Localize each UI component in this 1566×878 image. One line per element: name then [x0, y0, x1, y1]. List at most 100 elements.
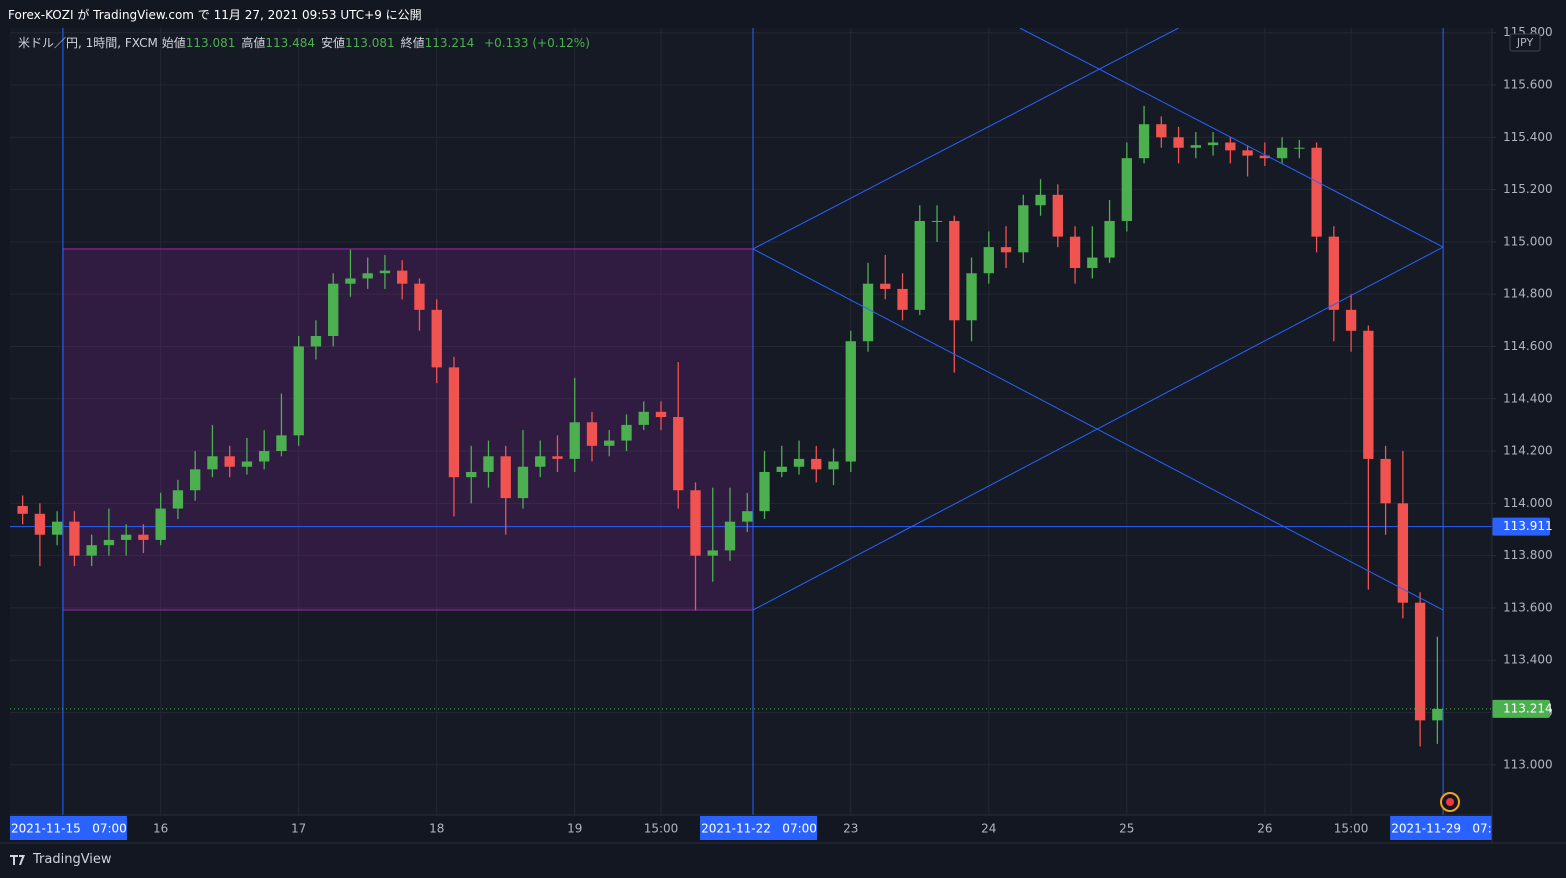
- candle-body: [1173, 137, 1184, 148]
- x-tick-label: 17: [291, 822, 306, 836]
- candle-body: [431, 309, 442, 368]
- candle-body: [1294, 147, 1305, 149]
- ohlc-value: 113.484: [265, 36, 315, 50]
- ohlc-value: 113.214: [424, 36, 475, 50]
- candle-body: [379, 270, 391, 274]
- x-tick-label: 2021-11-15 07:00: [11, 822, 127, 836]
- y-tick-label: 115.200: [1503, 182, 1553, 196]
- candle-body: [1052, 194, 1063, 237]
- x-tick-highlight: [1390, 816, 1492, 840]
- candle-body: [172, 490, 184, 509]
- x-tick-highlight: [10, 816, 127, 840]
- candle-body: [1259, 155, 1271, 159]
- currency-box: [1509, 33, 1541, 52]
- y-tick-label: 114.000: [1503, 496, 1553, 510]
- candle-body: [500, 456, 511, 499]
- candle-body: [138, 534, 149, 540]
- hline-price-label: 113.911: [1503, 519, 1553, 533]
- candle-body: [293, 346, 304, 436]
- candle-body: [776, 466, 787, 472]
- x-tick-label: 2021-11-29 07:00: [1391, 822, 1507, 836]
- ohlc-values: 始値113.081 高値113.484 安値113.081 終値113.214: [162, 36, 481, 50]
- ohlc-label: 高値: [241, 36, 266, 50]
- candle-body: [1345, 309, 1357, 331]
- y-tick-label: 115.400: [1503, 130, 1553, 144]
- candle-body: [448, 367, 460, 478]
- ohlc-label: 終値: [400, 36, 425, 50]
- candle-body: [1138, 124, 1150, 159]
- x-tick-label: 15:00: [644, 822, 679, 836]
- symbol: 米ドル／円, 1時間, FXCM: [18, 36, 158, 50]
- candle-body: [1225, 142, 1236, 151]
- candle-body: [1104, 220, 1115, 258]
- candle-body: [414, 283, 425, 310]
- candle-body: [724, 521, 736, 551]
- candle-body: [828, 461, 839, 470]
- price-change: +0.133 (+0.12%): [484, 36, 590, 50]
- candle-body: [1397, 503, 1409, 603]
- candle-body: [51, 521, 63, 535]
- candle-body: [862, 283, 874, 342]
- x-tick-label: 15:00: [1334, 822, 1369, 836]
- candle-body: [276, 435, 287, 452]
- x-tick-label: 24: [981, 822, 996, 836]
- candle-body: [120, 534, 132, 540]
- candle-body: [931, 220, 943, 222]
- candle-body: [17, 505, 28, 514]
- x-tick-label: 18: [429, 822, 444, 836]
- y-tick-label: 114.600: [1503, 339, 1553, 353]
- candle-body: [983, 247, 994, 274]
- x-tick-label: 2021-11-22 07:00: [701, 822, 817, 836]
- currency-label: JPY: [1516, 36, 1534, 49]
- candle-body: [69, 521, 80, 556]
- ohlc-value: 113.081: [185, 36, 236, 50]
- ohlc-label: 安値: [321, 36, 346, 50]
- candle-body: [793, 458, 805, 467]
- candle-body: [604, 440, 615, 446]
- header-title: Forex-KOZI が TradingView.com で 11月 27, 2…: [8, 8, 422, 22]
- candle-body: [673, 417, 684, 491]
- candle-body: [517, 466, 529, 499]
- y-tick-label: 113.800: [1503, 548, 1553, 562]
- candle-body: [569, 422, 580, 459]
- candle-body: [155, 508, 166, 540]
- candle-body: [241, 461, 253, 467]
- trend-line: [752, 246, 1444, 611]
- candle-body: [259, 451, 270, 462]
- last-price-box: [1492, 699, 1550, 718]
- candle-body: [1121, 158, 1132, 221]
- candle-body: [880, 283, 891, 289]
- candle-body: [552, 456, 563, 459]
- footer-brand: TradingView: [33, 852, 112, 867]
- candle-body: [1190, 145, 1202, 148]
- candle-body: [638, 411, 649, 425]
- candle-body: [1432, 708, 1443, 721]
- candle-body: [845, 341, 856, 462]
- y-tick-label: 115.000: [1503, 234, 1553, 248]
- ohlc-label: 始値: [161, 36, 186, 50]
- candle-body: [655, 411, 667, 418]
- candle-body: [535, 456, 546, 467]
- x-tick-label: 16: [153, 822, 168, 836]
- y-tick-label: 113.400: [1503, 653, 1553, 667]
- candle-body: [1087, 257, 1098, 269]
- candle-body: [1018, 205, 1029, 253]
- candle-body: [1000, 247, 1012, 253]
- x-tick-label: 26: [1257, 822, 1272, 836]
- y-tick-label: 115.600: [1503, 77, 1553, 91]
- trend-line: [1019, 28, 1444, 248]
- candle-body: [1069, 236, 1081, 269]
- candle-body: [1156, 124, 1167, 138]
- candle-body: [34, 513, 46, 535]
- candle-body: [466, 471, 477, 478]
- candle-body: [1328, 236, 1340, 310]
- range-box: [62, 248, 754, 611]
- trend-line: [752, 28, 1179, 250]
- candle-body: [1242, 150, 1253, 156]
- candle-body: [362, 273, 373, 279]
- candle-body: [483, 456, 494, 472]
- y-tick-label: 114.800: [1503, 287, 1553, 301]
- y-tick-label: 113.000: [1503, 757, 1553, 771]
